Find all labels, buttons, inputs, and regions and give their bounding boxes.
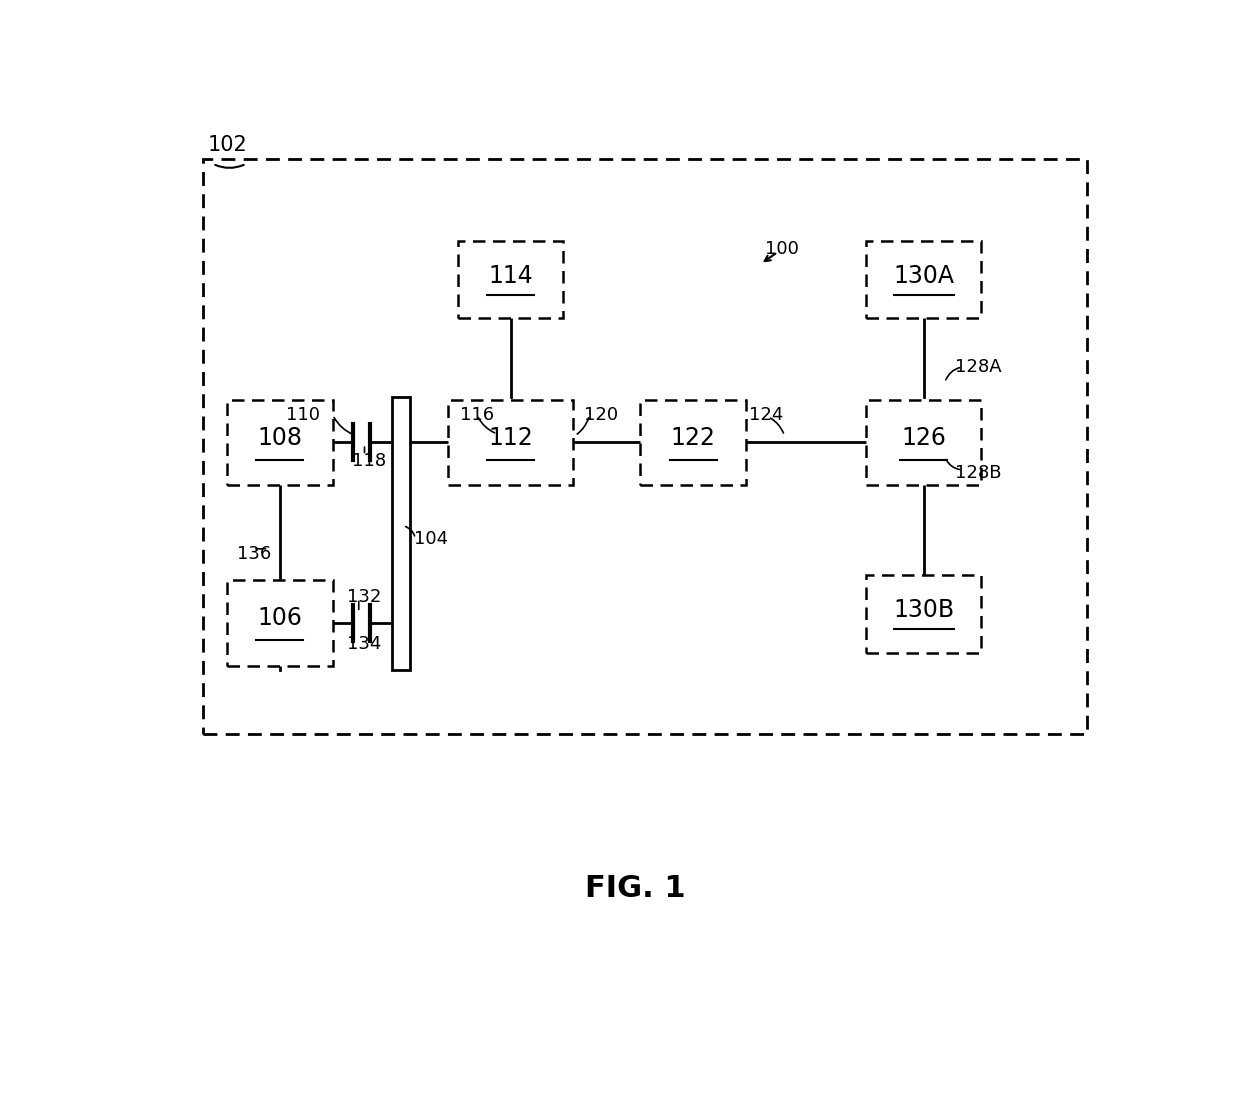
Text: 120: 120 [584,405,618,424]
Text: 122: 122 [671,427,715,450]
Text: 126: 126 [901,427,946,450]
Text: 108: 108 [258,427,303,450]
Text: 136: 136 [237,545,270,563]
Text: 134: 134 [347,635,382,653]
Text: 128A: 128A [955,358,1001,377]
FancyBboxPatch shape [448,400,573,486]
Bar [392,397,409,670]
Text: 118: 118 [352,452,386,470]
Text: 104: 104 [414,529,449,548]
Text: 102: 102 [208,135,248,155]
Text: 132: 132 [347,588,382,606]
Text: 116: 116 [460,405,494,424]
Text: 124: 124 [749,405,784,424]
Text: 106: 106 [258,606,303,631]
FancyBboxPatch shape [866,400,982,486]
Text: 128B: 128B [955,463,1001,481]
Text: 114: 114 [489,264,533,287]
FancyBboxPatch shape [227,400,332,486]
Text: 130A: 130A [893,264,955,287]
Text: 110: 110 [286,405,320,424]
Text: 130B: 130B [893,598,955,623]
FancyBboxPatch shape [227,579,332,665]
FancyBboxPatch shape [458,241,563,319]
FancyBboxPatch shape [640,400,746,486]
Text: 100: 100 [765,241,799,258]
FancyBboxPatch shape [866,576,982,653]
FancyBboxPatch shape [866,241,982,319]
FancyBboxPatch shape [203,159,1087,734]
Text: FIG. 1: FIG. 1 [585,874,686,903]
Text: 112: 112 [489,427,533,450]
